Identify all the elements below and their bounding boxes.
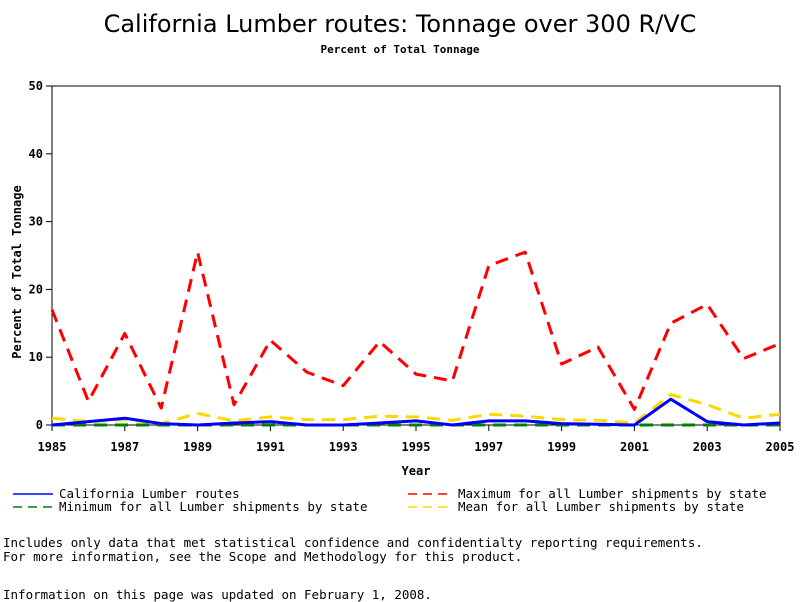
y-axis-label: Percent of Total Tonnage [10, 185, 24, 358]
note-methodology: For more information, see the Scope and … [3, 549, 523, 564]
y-tick-label: 40 [29, 147, 43, 161]
x-tick-label: 1999 [547, 440, 576, 454]
x-axis-label: Year [402, 464, 431, 478]
x-tick-label: 1985 [38, 440, 67, 454]
note-updated: Information on this page was updated on … [3, 587, 432, 602]
legend-california-routes-label: California Lumber routes [59, 486, 240, 501]
series-california-routes-line [51, 397, 781, 427]
x-tick-label: 2003 [693, 440, 722, 454]
series-lines [50, 250, 781, 427]
y-tick-label: 0 [36, 418, 43, 432]
x-tick-label: 1987 [110, 440, 139, 454]
x-axis: 1985 1987 1989 1991 1993 1995 1997 1999 2001 2003… [38, 425, 795, 454]
x-tick-label: 1997 [474, 440, 503, 454]
chart-title: California Lumber routes: Tonnage over 3… [104, 10, 697, 38]
x-tick-label: 1991 [256, 440, 285, 454]
legend: California Lumber routes Maximum for all … [13, 486, 767, 514]
legend-maximum-label: Maximum for all Lumber shipments by stat… [458, 486, 767, 501]
y-tick-label: 50 [29, 79, 43, 93]
chart: California Lumber routes: Tonnage over 3… [10, 10, 795, 514]
x-tick-label: 2005 [766, 440, 795, 454]
y-tick-label: 30 [29, 215, 43, 229]
note-confidence: Includes only data that met statistical … [3, 535, 703, 550]
x-tick-label: 1993 [329, 440, 358, 454]
x-tick-label: 2001 [620, 440, 649, 454]
x-tick-label: 1989 [183, 440, 212, 454]
legend-minimum-label: Minimum for all Lumber shipments by stat… [59, 499, 368, 514]
y-axis: 0 10 20 30 40 50 [29, 79, 52, 432]
legend-mean-label: Mean for all Lumber shipments by state [458, 499, 744, 514]
y-tick-label: 10 [29, 350, 43, 364]
x-tick-label: 1995 [402, 440, 431, 454]
series-maximum-line [50, 250, 781, 411]
chart-subtitle: Percent of Total Tonnage [321, 43, 480, 56]
y-tick-label: 20 [29, 282, 43, 296]
series-mean-line [51, 393, 781, 426]
